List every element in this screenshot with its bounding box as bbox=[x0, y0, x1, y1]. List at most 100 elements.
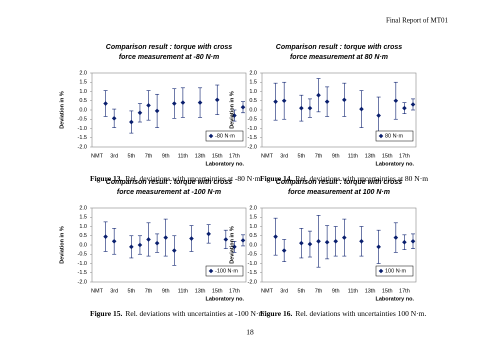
x-tick-label: 5th bbox=[298, 288, 306, 294]
data-point bbox=[111, 239, 117, 244]
data-point bbox=[154, 108, 160, 114]
page-header: Final Report of MT01 bbox=[386, 17, 449, 25]
x-tick-label: 5th bbox=[128, 153, 136, 159]
legend-label: 80 N·m bbox=[385, 133, 403, 139]
legend-marker bbox=[378, 268, 384, 274]
x-tick-label: 7th bbox=[145, 288, 153, 294]
data-point bbox=[299, 240, 304, 246]
x-axis-label: Laboratory no. bbox=[205, 161, 244, 167]
x-tick-label: 17th bbox=[229, 288, 240, 294]
figure-label: Figure 14. bbox=[260, 174, 292, 183]
y-tick-label: -1.5 bbox=[78, 135, 87, 141]
chart-title: force measurement at 100 N·m bbox=[288, 189, 390, 196]
figure-label: Figure 16. bbox=[260, 309, 292, 318]
y-tick-label: 2.0 bbox=[249, 205, 257, 211]
x-tick-label: 9th bbox=[332, 288, 340, 294]
data-point bbox=[376, 244, 381, 250]
figure-caption: Figure 13. Rel. deviations with uncertain… bbox=[90, 174, 263, 183]
x-tick-label: 5th bbox=[298, 153, 306, 159]
y-tick-label: -1.5 bbox=[248, 270, 257, 276]
data-point bbox=[393, 98, 399, 104]
data-point bbox=[273, 99, 278, 104]
y-tick-label: 2.0 bbox=[79, 205, 87, 211]
chart-title: Comparison result : torque with cross bbox=[276, 179, 403, 186]
data-point bbox=[180, 100, 186, 105]
x-tick-label: NMT bbox=[91, 153, 104, 159]
figure-caption: Figure 15. Rel. deviations with uncertain… bbox=[90, 309, 266, 318]
data-point bbox=[376, 113, 381, 118]
y-tick-label: -2.0 bbox=[248, 279, 257, 285]
data-point bbox=[214, 97, 220, 103]
x-tick-label: 7th bbox=[315, 153, 323, 159]
caption-text: Rel. deviations with uncertainties 100 N… bbox=[295, 309, 426, 318]
data-point bbox=[146, 103, 151, 108]
data-point bbox=[146, 237, 151, 242]
x-tick-label: 3rd bbox=[280, 153, 288, 159]
data-point bbox=[307, 105, 313, 111]
y-tick-label: 0.5 bbox=[249, 98, 257, 104]
chart-title: force measurement at 80 N·m bbox=[290, 54, 388, 61]
y-axis-label: Deviation in % bbox=[59, 226, 65, 264]
chart-title: force measurement at -100 N·m bbox=[117, 189, 221, 196]
figure-label: Figure 13. bbox=[90, 174, 122, 183]
data-point bbox=[171, 101, 177, 106]
data-point bbox=[223, 237, 229, 242]
x-tick-label: 11th bbox=[178, 153, 188, 159]
legend-marker bbox=[378, 133, 384, 139]
data-point bbox=[273, 234, 278, 239]
data-point bbox=[103, 101, 108, 106]
y-tick-label: 2.0 bbox=[249, 70, 257, 76]
chart-title: Comparison result : torque with cross bbox=[276, 44, 403, 51]
data-point bbox=[333, 239, 339, 244]
legend-label: -80 N·m bbox=[215, 133, 235, 139]
y-axis-label: Deviation in % bbox=[229, 91, 235, 129]
x-axis-label: Laboratory no. bbox=[205, 296, 244, 302]
y-tick-label: -1.5 bbox=[248, 135, 257, 141]
x-tick-label: 9th bbox=[162, 153, 170, 159]
x-tick-label: 3rd bbox=[280, 288, 288, 294]
x-tick-label: 11th bbox=[348, 288, 358, 294]
data-point bbox=[154, 240, 160, 246]
data-point bbox=[359, 106, 364, 112]
x-tick-label: 5th bbox=[128, 288, 136, 294]
data-point bbox=[129, 244, 134, 250]
data-point bbox=[197, 100, 203, 105]
y-tick-label: -1.0 bbox=[248, 261, 257, 267]
figure-caption: Figure 16. Rel. deviations with uncertain… bbox=[260, 309, 427, 318]
y-tick-label: 1.0 bbox=[79, 89, 87, 95]
data-point bbox=[307, 241, 313, 247]
y-tick-label: 2.0 bbox=[79, 70, 87, 76]
figure-label: Figure 15. bbox=[90, 309, 122, 318]
y-tick-label: 1.0 bbox=[249, 224, 257, 230]
y-tick-label: 1.5 bbox=[249, 215, 257, 221]
y-tick-label: -0.5 bbox=[248, 117, 257, 123]
y-tick-label: 1.5 bbox=[249, 80, 257, 86]
y-tick-label: 0.5 bbox=[249, 233, 257, 239]
data-point bbox=[137, 110, 143, 116]
y-tick-label: -1.0 bbox=[78, 126, 87, 132]
legend-marker bbox=[208, 268, 214, 274]
caption-text: Rel. deviations with uncertainties at 80… bbox=[295, 174, 428, 183]
x-tick-label: 13th bbox=[365, 288, 376, 294]
data-point bbox=[402, 105, 407, 111]
legend-box bbox=[205, 265, 244, 277]
legend-marker bbox=[208, 133, 214, 139]
data-point bbox=[163, 235, 169, 240]
y-tick-label: 0.0 bbox=[249, 242, 257, 248]
data-point bbox=[171, 248, 177, 253]
data-point bbox=[341, 97, 347, 103]
x-tick-label: 17th bbox=[229, 153, 240, 159]
data-point bbox=[359, 239, 364, 244]
data-point bbox=[111, 116, 117, 121]
x-tick-label: 15th bbox=[212, 153, 223, 159]
x-tick-label: NMT bbox=[261, 288, 274, 294]
y-tick-label: -0.5 bbox=[78, 117, 87, 123]
x-axis-label: Laboratory no. bbox=[375, 161, 414, 167]
data-point bbox=[206, 231, 211, 237]
x-tick-label: 7th bbox=[145, 153, 153, 159]
x-tick-label: 7th bbox=[315, 288, 323, 294]
x-tick-label: 17th bbox=[399, 288, 410, 294]
caption-text: Rel. deviations with uncertainties at -1… bbox=[125, 309, 266, 318]
y-tick-label: -2.0 bbox=[78, 144, 87, 150]
